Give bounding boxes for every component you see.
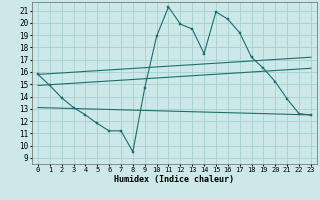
- X-axis label: Humidex (Indice chaleur): Humidex (Indice chaleur): [115, 175, 234, 184]
